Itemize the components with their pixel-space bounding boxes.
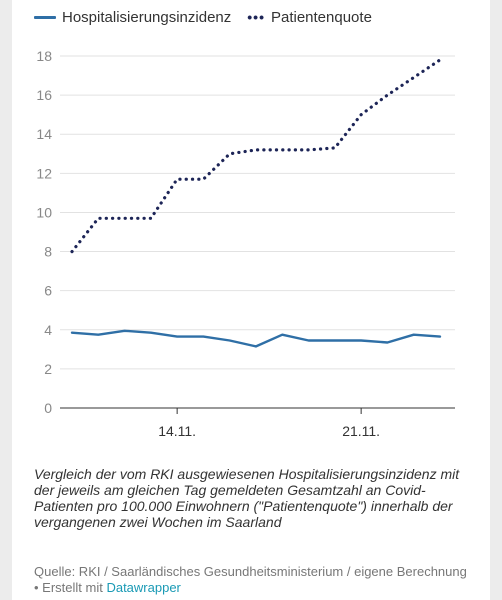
y-tick-label: 0 bbox=[44, 400, 52, 416]
chart-source: Quelle: RKI / Saarländisches Gesundheits… bbox=[34, 564, 474, 596]
legend-item-patientenquote: ••• Patientenquote bbox=[247, 9, 372, 26]
legend-item-hospitalisierungsinzidenz: Hospitalisierungsinzidenz bbox=[34, 9, 231, 26]
y-tick-label: 10 bbox=[36, 204, 52, 220]
legend-label-series2: Patientenquote bbox=[270, 8, 372, 26]
x-tick-label: 21.11. bbox=[342, 423, 380, 439]
y-tick-label: 2 bbox=[44, 361, 52, 377]
chart-caption: Vergleich der vom RKI ausgewiesenen Hosp… bbox=[34, 466, 460, 530]
y-tick-label: 6 bbox=[44, 283, 52, 299]
legend: Hospitalisierungsinzidenz ••• Patientenq… bbox=[34, 6, 388, 28]
legend-swatch-solid-line bbox=[34, 15, 56, 19]
datawrapper-link[interactable]: Datawrapper bbox=[106, 580, 181, 595]
source-text: Quelle: RKI / Saarländisches Gesundheits… bbox=[34, 564, 467, 595]
legend-swatch-dotted-line: ••• bbox=[247, 9, 265, 25]
y-tick-label: 8 bbox=[44, 244, 52, 260]
y-tick-label: 14 bbox=[36, 126, 52, 142]
series-line-hospitalisierungsinzidenz bbox=[70, 329, 442, 348]
y-tick-label: 12 bbox=[36, 165, 52, 181]
series-line-patientenquote bbox=[70, 58, 442, 254]
legend-label-series1: Hospitalisierungsinzidenz bbox=[62, 8, 232, 26]
y-tick-label: 16 bbox=[36, 87, 52, 103]
y-tick-label: 4 bbox=[44, 322, 52, 338]
x-tick-label: 14.11. bbox=[158, 423, 196, 439]
chart-card: Hospitalisierungsinzidenz ••• Patientenq… bbox=[12, 0, 490, 600]
line-chart: 0 2 4 6 8 10 12 14 16 18 14.11. 21.11. bbox=[36, 48, 455, 439]
y-tick-label: 18 bbox=[36, 48, 52, 64]
